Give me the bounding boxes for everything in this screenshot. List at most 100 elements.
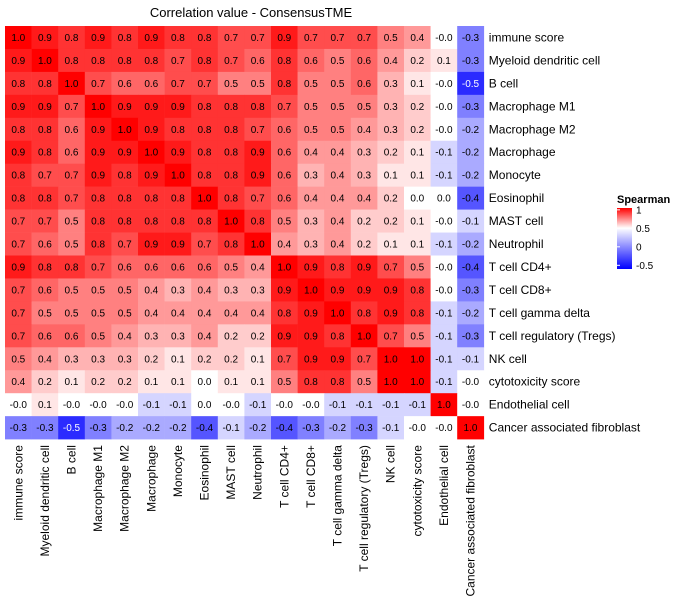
cell-value-label: 0.5 xyxy=(410,262,424,273)
cell-value-label: 0.5 xyxy=(118,308,132,319)
heatmap-cell xyxy=(430,416,458,440)
heatmap-cell xyxy=(84,186,112,210)
cell-value-label: -0.3 xyxy=(462,285,480,296)
heatmap-cell xyxy=(457,209,485,233)
cell-value-label: 0.9 xyxy=(11,148,25,159)
heatmap-cell xyxy=(271,71,298,96)
cell-value-label: -0.0 xyxy=(276,400,294,411)
cell-value-label: 0.7 xyxy=(11,240,25,251)
heatmap-cell xyxy=(244,416,272,440)
cell-value-label: -0.3 xyxy=(36,423,54,434)
cell-value-label: 0.0 xyxy=(410,194,424,205)
cell-value-label: 1.0 xyxy=(198,194,212,205)
heatmap-cell xyxy=(271,26,298,50)
heatmap-cell xyxy=(244,393,272,417)
heatmap-cell xyxy=(191,94,219,119)
cell-value-label: 0.5 xyxy=(331,56,345,67)
cell-value-label: 0.2 xyxy=(384,148,398,159)
cell-value-label: 0.1 xyxy=(65,377,79,388)
heatmap-cell xyxy=(84,140,112,164)
cell-value-label: 0.1 xyxy=(437,56,451,67)
cell-value-label: 0.3 xyxy=(171,285,185,296)
cell-value-label: 0.4 xyxy=(331,194,345,205)
cell-value-label: 0.2 xyxy=(38,377,52,388)
heatmap-cell xyxy=(404,393,431,417)
cell-value-label: 0.8 xyxy=(65,33,79,44)
cell-value-label: -0.1 xyxy=(249,400,267,411)
heatmap-cell xyxy=(5,117,32,142)
cell-value-label: 1.0 xyxy=(464,423,478,434)
heatmap-cell xyxy=(430,255,458,279)
heatmap-cell xyxy=(430,301,458,325)
heatmap-cell xyxy=(404,26,431,50)
cell-value-label: 0.7 xyxy=(38,217,52,228)
heatmap-cell xyxy=(5,255,32,279)
cell-value-label: 0.1 xyxy=(410,148,424,159)
heatmap-cell xyxy=(350,186,378,210)
cell-value-label: -0.0 xyxy=(435,423,453,434)
cell-value-label: 0.4 xyxy=(331,171,345,182)
heatmap-cell xyxy=(350,71,378,96)
cell-value-label: 0.6 xyxy=(277,148,291,159)
cell-value-label: 0.6 xyxy=(118,262,132,273)
cell-value-label: 0.1 xyxy=(144,377,158,388)
cell-value-label: 0.2 xyxy=(357,217,371,228)
heatmap-cell xyxy=(5,71,32,96)
cell-value-label: 0.2 xyxy=(384,194,398,205)
heatmap-cell xyxy=(5,370,32,394)
heatmap-cell xyxy=(457,26,485,50)
cell-value-label: 0.8 xyxy=(331,377,345,388)
cell-value-label: 0.8 xyxy=(410,308,424,319)
cell-value-label: 0.6 xyxy=(118,79,132,90)
cell-value-label: 0.5 xyxy=(277,377,291,388)
heatmap-cell xyxy=(191,301,219,325)
heatmap-cell xyxy=(5,209,32,233)
heatmap-cell xyxy=(5,232,32,256)
heatmap-cell xyxy=(430,393,458,417)
heatmap-cell xyxy=(350,48,378,73)
heatmap-cell xyxy=(58,347,86,371)
cell-value-label: 0.8 xyxy=(171,33,185,44)
cell-value-label: 0.5 xyxy=(118,285,132,296)
cell-value-label: 0.8 xyxy=(224,102,238,113)
row-label: immune score xyxy=(489,30,565,44)
cell-value-label: 0.4 xyxy=(38,354,52,365)
heatmap-cell xyxy=(138,94,165,119)
heatmap-cell xyxy=(377,186,405,210)
cell-value-label: 0.1 xyxy=(251,354,265,365)
cell-value-label: 0.5 xyxy=(357,377,371,388)
heatmap-cell xyxy=(217,140,245,164)
heatmap-cell xyxy=(191,186,219,210)
row-label: Cancer associated fibroblast xyxy=(489,421,641,435)
heatmap-cell xyxy=(271,94,298,119)
cell-value-label: 0.8 xyxy=(198,125,212,136)
heatmap-cell xyxy=(457,232,485,256)
cell-value-label: 0.2 xyxy=(144,354,158,365)
heatmap-cell xyxy=(430,26,458,50)
cell-value-label: 0.7 xyxy=(171,56,185,67)
heatmap-cell xyxy=(84,255,112,279)
heatmap-cell xyxy=(111,94,139,119)
heatmap-cell xyxy=(404,186,431,210)
cell-value-label: 0.8 xyxy=(304,377,318,388)
cell-value-label: -0.5 xyxy=(63,423,81,434)
heatmap-cell xyxy=(404,255,431,279)
heatmap-cell xyxy=(138,324,165,348)
heatmap-cell xyxy=(271,232,298,256)
heatmap-cell xyxy=(244,117,272,142)
cell-value-label: 0.2 xyxy=(224,331,238,342)
heatmap-cell xyxy=(244,232,272,256)
heatmap-cell xyxy=(297,416,325,440)
heatmap-cell xyxy=(111,163,139,187)
cell-value-label: -0.1 xyxy=(143,400,161,411)
cell-value-label: 0.8 xyxy=(118,33,132,44)
heatmap-cell xyxy=(138,393,165,417)
heatmap-cell xyxy=(350,255,378,279)
heatmap-cell xyxy=(138,416,165,440)
heatmap-cell xyxy=(31,186,59,210)
cell-value-label: 0.1 xyxy=(251,377,265,388)
legend-tick-label: -0.5 xyxy=(636,261,654,272)
cell-value-label: -0.0 xyxy=(462,400,480,411)
heatmap-cell xyxy=(377,48,405,73)
heatmap-cell xyxy=(164,416,192,440)
